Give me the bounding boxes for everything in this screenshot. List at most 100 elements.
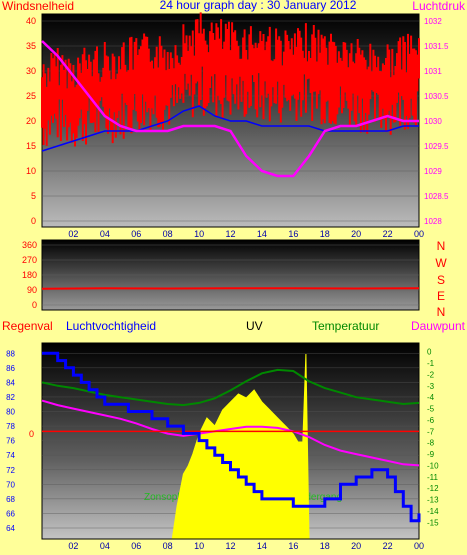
panel3-right-tick-4: -4 bbox=[427, 393, 435, 402]
rain-header: Regenval bbox=[2, 319, 53, 333]
panel1-x-tick-0: 02 bbox=[68, 229, 78, 239]
panel1-right-tick-1: 1028.5 bbox=[424, 192, 449, 201]
panel3-right-tick-5: -5 bbox=[427, 405, 435, 414]
panel1-x-tick-3: 08 bbox=[163, 229, 173, 239]
panel1-left-tick-5: 25 bbox=[26, 91, 36, 101]
panel1-left-tick-1: 5 bbox=[31, 191, 36, 201]
panel1-x-tick-9: 20 bbox=[351, 229, 361, 239]
panel2-tick-1: 90 bbox=[27, 285, 37, 295]
panel1-left-tick-3: 15 bbox=[26, 141, 36, 151]
panel1-left-tick-6: 30 bbox=[26, 66, 36, 76]
panel3-x-tick-6: 14 bbox=[257, 541, 267, 551]
panel3-x-tick-2: 06 bbox=[131, 541, 141, 551]
panel1-left-tick-8: 40 bbox=[26, 16, 36, 26]
panel3-right-tick-6: -6 bbox=[427, 416, 435, 425]
panel3-x-tick-0: 02 bbox=[68, 541, 78, 551]
panel1-x-tick-5: 12 bbox=[225, 229, 235, 239]
panel1-x-tick-2: 06 bbox=[131, 229, 141, 239]
uv-area bbox=[171, 353, 310, 539]
wind-direction-line bbox=[41, 287, 420, 290]
panel3-x-tick-3: 08 bbox=[163, 541, 173, 551]
direction-label-s: S bbox=[437, 273, 445, 287]
wind-speed-line bbox=[41, 55, 420, 107]
panel3-left-tick-8: 80 bbox=[6, 408, 15, 417]
panel1-right-tick-0: 1028 bbox=[424, 217, 442, 226]
panel1-right-tick-5: 1030.5 bbox=[424, 92, 449, 101]
panel1-left-tick-2: 10 bbox=[26, 166, 36, 176]
panel2-tick-2: 180 bbox=[22, 270, 37, 280]
panel3-x-tick-10: 22 bbox=[383, 541, 393, 551]
panel3-x-tick-4: 10 bbox=[194, 541, 204, 551]
direction-label-n1: N bbox=[437, 239, 446, 253]
panel2-tick-3: 270 bbox=[22, 255, 37, 265]
panel3-left-tick-3: 70 bbox=[6, 480, 15, 489]
panel3-right-tick-0: 0 bbox=[427, 348, 432, 357]
panel1-x-tick-7: 16 bbox=[288, 229, 298, 239]
chart-title: 24 hour graph day : 30 January 2012 bbox=[160, 0, 357, 12]
panel3-right-tick-2: -2 bbox=[427, 370, 435, 379]
panel1-right-label: Luchtdruk bbox=[412, 0, 466, 13]
direction-label-n2: N bbox=[437, 305, 446, 319]
panel3-right-tick-9: -9 bbox=[427, 450, 435, 459]
panel3-right-tick-1: -1 bbox=[427, 359, 435, 368]
wind-gust-line bbox=[41, 105, 419, 152]
panel3-left-tick-7: 78 bbox=[6, 422, 15, 431]
panel3-right-tick-15: -15 bbox=[427, 518, 439, 527]
dewpoint-line bbox=[41, 399, 420, 467]
panel3-left-tick-10: 84 bbox=[6, 378, 15, 387]
panel1-x-tick-11: 00 bbox=[414, 229, 424, 239]
direction-label-w: W bbox=[435, 256, 447, 270]
panel1-right-tick-3: 1029.5 bbox=[424, 142, 449, 151]
humidity-line bbox=[42, 351, 421, 523]
temperature-line bbox=[41, 368, 420, 407]
panel1-left-tick-4: 20 bbox=[26, 116, 36, 126]
panel1-right-tick-6: 1031 bbox=[424, 67, 442, 76]
panel1-right-tick-7: 1031.5 bbox=[424, 42, 449, 51]
panel1-right-tick-4: 1030 bbox=[424, 117, 442, 126]
panel3-right-tick-8: -8 bbox=[427, 439, 435, 448]
rain-value-label: 0 bbox=[29, 429, 34, 439]
direction-label-e: E bbox=[437, 289, 445, 303]
panel3-left-tick-4: 72 bbox=[6, 466, 15, 475]
panel3-x-tick-11: 00 bbox=[414, 541, 424, 551]
panel3-right-tick-10: -10 bbox=[427, 461, 439, 470]
panel3-left-tick-12: 88 bbox=[6, 349, 15, 358]
panel3-left-tick-1: 66 bbox=[6, 509, 15, 518]
sunrise-annotation: Zonsopkomst bbox=[144, 492, 204, 503]
panel3-x-tick-5: 12 bbox=[225, 541, 235, 551]
humidity-header: Luchtvochtigheid bbox=[66, 319, 156, 333]
panel3-x-tick-8: 18 bbox=[320, 541, 330, 551]
temperature-header: Temperatuur bbox=[312, 319, 379, 333]
panel3-right-tick-13: -13 bbox=[427, 496, 439, 505]
panel3-right-tick-11: -11 bbox=[427, 473, 439, 482]
pressure-line bbox=[41, 40, 419, 178]
panel3-right-tick-3: -3 bbox=[427, 382, 435, 391]
panel3-x-tick-7: 16 bbox=[288, 541, 298, 551]
dewpoint-header: Dauwpunt bbox=[411, 319, 466, 333]
panel2-tick-4: 360 bbox=[22, 240, 37, 250]
panel3-right-tick-12: -12 bbox=[427, 484, 439, 493]
panel3-left-tick-9: 82 bbox=[6, 393, 15, 402]
panel3-left-tick-5: 74 bbox=[6, 451, 15, 460]
panel1-x-tick-6: 14 bbox=[257, 229, 267, 239]
panel3-left-tick-11: 86 bbox=[6, 364, 15, 373]
panel3-left-tick-6: 76 bbox=[6, 437, 15, 446]
panel2-tick-0: 0 bbox=[32, 300, 37, 310]
panel3-left-tick-2: 68 bbox=[6, 495, 15, 504]
panel3-right-tick-14: -14 bbox=[427, 507, 439, 516]
panel1-x-tick-4: 10 bbox=[194, 229, 204, 239]
panel3-x-tick-9: 20 bbox=[351, 541, 361, 551]
panel3-right-tick-7: -7 bbox=[427, 427, 435, 436]
panel3-x-tick-1: 04 bbox=[100, 541, 110, 551]
panel1-left-tick-7: 35 bbox=[26, 41, 36, 51]
uv-header: UV bbox=[246, 319, 263, 333]
panel1-right-tick-8: 1032 bbox=[424, 17, 442, 26]
panel1-x-tick-1: 04 bbox=[100, 229, 110, 239]
panel1-x-tick-10: 22 bbox=[383, 229, 393, 239]
panel3-left-tick-0: 64 bbox=[6, 524, 15, 533]
panel1-x-tick-8: 18 bbox=[320, 229, 330, 239]
panel1-left-tick-0: 0 bbox=[31, 216, 36, 226]
panel1-right-tick-2: 1029 bbox=[424, 167, 442, 176]
panel1-left-label: Windsnelheid bbox=[2, 0, 74, 13]
